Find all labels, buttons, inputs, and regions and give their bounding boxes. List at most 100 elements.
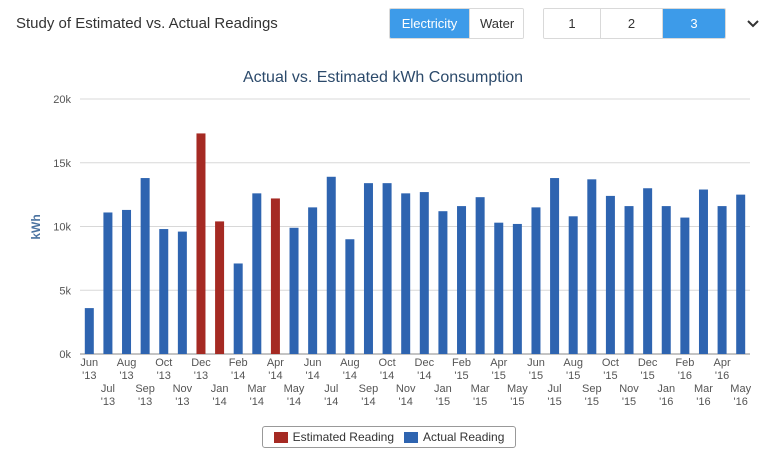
bar-actual[interactable] xyxy=(177,231,187,354)
x-tick-year: '13 xyxy=(194,370,208,382)
bar-actual[interactable] xyxy=(624,206,634,354)
x-tick-label: Sep xyxy=(135,383,155,395)
x-tick-year: '14 xyxy=(361,396,375,408)
bar-actual[interactable] xyxy=(419,192,429,354)
x-tick-year: '15 xyxy=(492,370,506,382)
x-tick-label: Aug xyxy=(117,357,137,369)
bar-actual[interactable] xyxy=(103,212,113,354)
bar-actual[interactable] xyxy=(698,189,708,354)
x-tick-year: '14 xyxy=(231,370,245,382)
legend-item-estimated[interactable]: Estimated Reading xyxy=(273,430,394,444)
bar-estimated[interactable] xyxy=(270,198,280,354)
x-tick-label: Apr xyxy=(714,357,731,369)
bar-actual[interactable] xyxy=(475,197,485,354)
x-tick-year: '13 xyxy=(119,370,133,382)
x-tick-label: Sep xyxy=(359,383,379,395)
y-tick-label: 10k xyxy=(53,222,71,234)
bar-actual[interactable] xyxy=(531,207,541,354)
bar-actual[interactable] xyxy=(494,222,504,354)
x-tick-label: May xyxy=(284,383,305,395)
x-tick-label: Jul xyxy=(548,383,562,395)
bar-actual[interactable] xyxy=(84,308,94,354)
x-tick-label: Jul xyxy=(101,383,115,395)
water-button[interactable]: Water xyxy=(469,9,523,38)
bar-actual[interactable] xyxy=(550,178,560,354)
bar-actual[interactable] xyxy=(252,193,262,354)
x-tick-label: Feb xyxy=(452,357,471,369)
bar-actual[interactable] xyxy=(661,206,671,354)
three-years-button[interactable]: 3 years xyxy=(662,9,725,38)
x-tick-year: '14 xyxy=(268,370,282,382)
bar-actual[interactable] xyxy=(122,209,132,354)
x-tick-year: '16 xyxy=(696,396,710,408)
bar-actual[interactable] xyxy=(308,207,318,354)
y-tick-label: 15k xyxy=(53,158,71,170)
energy-type-toggle: Electricity Water xyxy=(389,8,524,39)
x-tick-label: Dec xyxy=(638,357,658,369)
x-tick-label: Aug xyxy=(563,357,583,369)
x-tick-year: '16 xyxy=(678,370,692,382)
legend-label-actual: Actual Reading xyxy=(423,430,505,444)
bar-actual[interactable] xyxy=(345,239,355,354)
time-range-toggle: 1 year 2 years 3 years xyxy=(543,8,726,39)
x-tick-year: '15 xyxy=(585,396,599,408)
x-tick-label: Mar xyxy=(694,383,713,395)
bar-actual[interactable] xyxy=(643,188,653,354)
x-tick-label: May xyxy=(730,383,751,395)
legend-swatch-estimated xyxy=(273,431,288,443)
x-tick-year: '15 xyxy=(473,396,487,408)
x-tick-label: Aug xyxy=(340,357,360,369)
bar-actual[interactable] xyxy=(736,194,746,354)
x-tick-year: '14 xyxy=(343,370,357,382)
x-tick-label: Nov xyxy=(619,383,639,395)
x-tick-year: '16 xyxy=(734,396,748,408)
bar-actual[interactable] xyxy=(587,179,597,354)
bars xyxy=(84,133,746,354)
bar-estimated[interactable] xyxy=(196,133,206,354)
x-tick-label: Oct xyxy=(379,357,396,369)
x-tick-year: '13 xyxy=(82,370,96,382)
bar-actual[interactable] xyxy=(457,206,467,354)
x-tick-year: '15 xyxy=(510,396,524,408)
x-tick-label: Jan xyxy=(211,383,229,395)
x-tick-year: '15 xyxy=(547,396,561,408)
y-axis-ticks: 0k 5k 10k 15k 20k xyxy=(53,94,71,361)
bar-actual[interactable] xyxy=(717,206,727,354)
y-axis-label: kWh xyxy=(29,214,43,239)
x-tick-year: '14 xyxy=(212,396,226,408)
bar-actual[interactable] xyxy=(401,193,411,354)
bar-actual[interactable] xyxy=(568,216,578,354)
x-tick-year: '14 xyxy=(250,396,264,408)
x-tick-label: Mar xyxy=(247,383,266,395)
chevron-down-icon[interactable] xyxy=(744,14,762,32)
bar-actual[interactable] xyxy=(680,217,690,354)
bar-actual[interactable] xyxy=(140,178,150,354)
bar-actual[interactable] xyxy=(233,263,243,354)
bar-actual[interactable] xyxy=(159,229,169,354)
bar-actual[interactable] xyxy=(326,176,336,354)
bar-actual[interactable] xyxy=(438,211,448,354)
x-tick-label: Oct xyxy=(602,357,619,369)
one-year-button[interactable]: 1 year xyxy=(544,9,600,38)
bar-actual[interactable] xyxy=(363,183,373,354)
chart-title: Actual vs. Estimated kWh Consumption xyxy=(243,69,523,86)
y-tick-label: 20k xyxy=(53,94,71,106)
bar-actual[interactable] xyxy=(382,183,392,354)
legend-item-actual[interactable]: Actual Reading xyxy=(404,430,504,444)
page-title: Study of Estimated vs. Actual Readings xyxy=(16,15,278,32)
x-tick-label: Apr xyxy=(267,357,284,369)
bar-actual[interactable] xyxy=(605,195,615,354)
x-tick-year: '15 xyxy=(622,396,636,408)
two-years-button[interactable]: 2 years xyxy=(600,9,662,38)
bar-estimated[interactable] xyxy=(215,221,225,354)
x-tick-label: Sep xyxy=(582,383,602,395)
legend-swatch-actual xyxy=(404,431,418,443)
x-tick-year: '16 xyxy=(659,396,673,408)
electricity-button[interactable]: Electricity xyxy=(390,9,469,38)
x-tick-label: May xyxy=(507,383,528,395)
x-tick-year: '13 xyxy=(175,396,189,408)
x-tick-label: Jul xyxy=(324,383,338,395)
bar-actual[interactable] xyxy=(512,223,522,354)
bar-actual[interactable] xyxy=(289,227,299,354)
